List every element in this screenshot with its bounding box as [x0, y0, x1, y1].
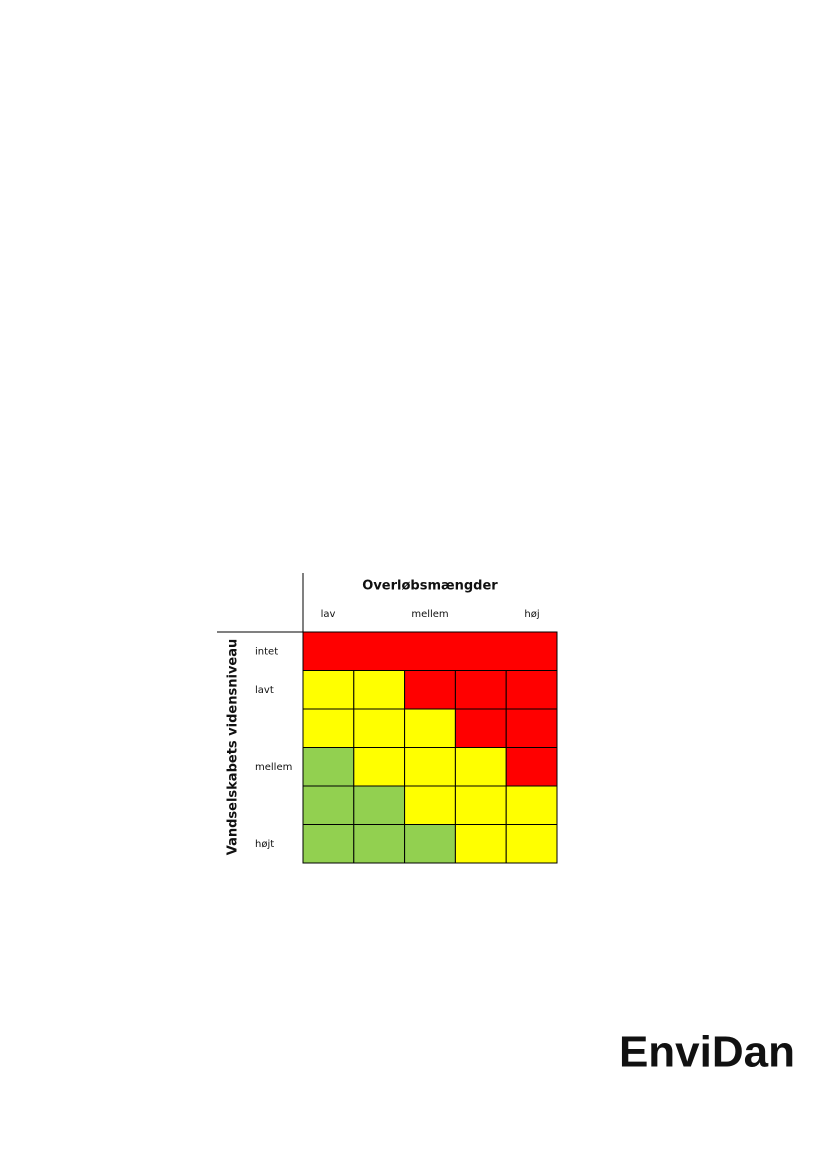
column-label: høj	[524, 609, 539, 620]
row-label: mellem	[255, 762, 292, 773]
matrix-cell	[353, 824, 406, 864]
row-label: højt	[255, 839, 274, 850]
matrix-cell	[353, 785, 406, 825]
matrix-cell	[302, 670, 355, 710]
matrix-cell	[302, 747, 355, 787]
column-title: Overløbsmængder	[362, 579, 498, 594]
matrix-cell	[302, 785, 355, 825]
risk-matrix: Overløbsmængder Vandselskabets vidensniv…	[217, 573, 558, 864]
matrix-cell	[454, 747, 507, 787]
matrix-cell	[454, 785, 507, 825]
row-label: intet	[255, 646, 278, 657]
matrix-cell	[505, 670, 558, 710]
matrix-cell	[302, 708, 355, 748]
matrix-cell	[353, 670, 406, 710]
matrix-cell	[454, 670, 507, 710]
matrix-cell	[404, 824, 456, 864]
matrix-cell	[353, 747, 406, 787]
matrix-cell	[404, 785, 456, 825]
matrix-cell	[505, 708, 558, 748]
matrix-cell	[505, 785, 558, 825]
matrix-cell	[404, 708, 456, 748]
matrix-cell	[505, 824, 558, 864]
matrix-cell	[353, 708, 406, 748]
matrix-cell	[302, 824, 355, 864]
row-title: Vandselskabets vidensniveau	[226, 639, 241, 856]
column-label: lav	[321, 609, 336, 620]
matrix-cell	[404, 670, 456, 710]
matrix-cell	[302, 631, 558, 671]
matrix-cell	[454, 824, 507, 864]
matrix-cell	[404, 747, 456, 787]
matrix-cell	[454, 708, 507, 748]
logo: EnviDan	[619, 1028, 795, 1077]
row-label: lavt	[255, 685, 274, 696]
column-label: mellem	[411, 609, 448, 620]
matrix-cell	[505, 747, 558, 787]
